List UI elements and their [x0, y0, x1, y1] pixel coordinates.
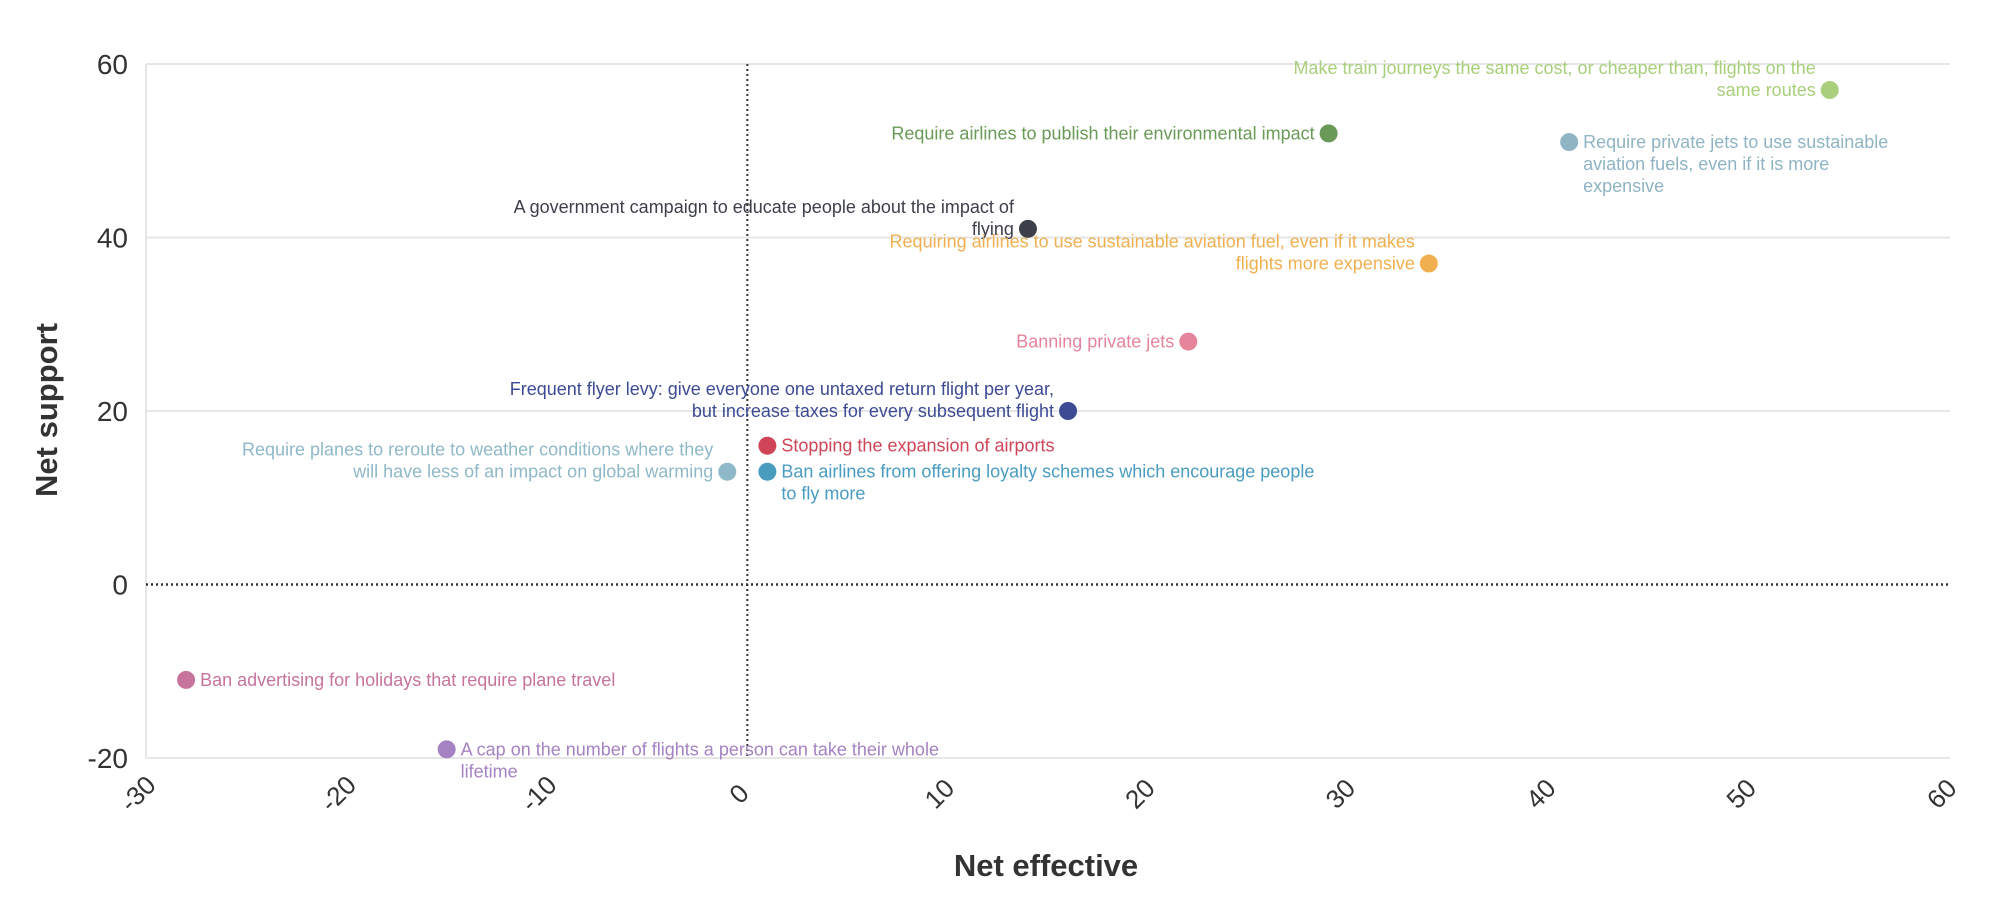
- y-axis-title: Net support: [29, 323, 64, 497]
- x-tick-label: 20: [1119, 773, 1161, 815]
- data-point: [718, 462, 737, 481]
- data-point: [1319, 124, 1338, 143]
- point-label: but increase taxes for every subsequent …: [692, 401, 1054, 421]
- y-tick-label: 60: [97, 49, 128, 80]
- point-label: Frequent flyer levy: give everyone one u…: [510, 379, 1054, 399]
- point-label: Require private jets to use sustainable: [1583, 132, 1888, 152]
- point-label: expensive: [1583, 176, 1664, 196]
- data-points: [177, 81, 1839, 759]
- x-tick-label: 10: [919, 773, 961, 815]
- reference-lines: [146, 64, 1950, 758]
- data-point: [1560, 133, 1579, 152]
- y-tick-label: 40: [97, 223, 128, 254]
- gridlines: [145, 63, 1950, 759]
- data-point: [1820, 81, 1839, 100]
- x-tick-label: 60: [1921, 773, 1963, 815]
- point-label: to fly more: [781, 484, 865, 504]
- point-label: Ban airlines from offering loyalty schem…: [781, 462, 1314, 482]
- point-label: Requiring airlines to use sustainable av…: [890, 232, 1415, 252]
- data-point: [758, 436, 777, 455]
- x-tick-label: -10: [515, 770, 563, 818]
- y-tick-label: 0: [112, 570, 128, 601]
- x-tick-label: -30: [114, 770, 162, 818]
- x-tick-label: -20: [314, 770, 362, 818]
- point-label: aviation fuels, even if it is more: [1583, 154, 1829, 174]
- point-label: Stopping the expansion of airports: [781, 436, 1054, 456]
- point-label: A cap on the number of flights a person …: [461, 739, 939, 759]
- y-tick-label: 20: [97, 396, 128, 427]
- point-label: Require airlines to publish their enviro…: [891, 123, 1314, 143]
- point-label: A government campaign to educate people …: [514, 197, 1015, 217]
- data-point: [1419, 254, 1438, 273]
- x-axis-title: Net effective: [954, 848, 1138, 883]
- y-tick-label: -20: [88, 743, 128, 774]
- x-tick-label: 40: [1520, 773, 1562, 815]
- data-point: [177, 670, 196, 689]
- point-labels: Make train journeys the same cost, or ch…: [200, 58, 1888, 781]
- x-tick-label: 30: [1319, 773, 1361, 815]
- data-point: [758, 462, 777, 481]
- x-tick-label: 50: [1720, 773, 1762, 815]
- data-point: [1059, 402, 1078, 420]
- point-label: will have less of an impact on global wa…: [352, 462, 713, 482]
- point-label: lifetime: [461, 761, 518, 781]
- point-label: Require planes to reroute to weather con…: [242, 440, 713, 460]
- point-label: Make train journeys the same cost, or ch…: [1293, 58, 1815, 78]
- point-label: same routes: [1717, 80, 1816, 100]
- point-label: flights more expensive: [1236, 254, 1415, 274]
- data-point: [1179, 332, 1198, 351]
- data-point: [1018, 219, 1037, 238]
- point-label: Ban advertising for holidays that requir…: [200, 670, 615, 690]
- data-point: [437, 740, 456, 759]
- point-label: Banning private jets: [1016, 332, 1174, 352]
- x-tick-label: 0: [723, 778, 754, 809]
- point-label: flying: [972, 219, 1014, 239]
